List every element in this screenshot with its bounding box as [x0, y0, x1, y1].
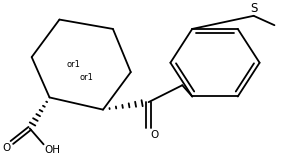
- Text: or1: or1: [79, 73, 93, 82]
- Text: O: O: [151, 130, 159, 140]
- Text: S: S: [250, 2, 257, 15]
- Text: or1: or1: [66, 60, 80, 69]
- Text: OH: OH: [45, 145, 61, 155]
- Text: O: O: [3, 143, 11, 153]
